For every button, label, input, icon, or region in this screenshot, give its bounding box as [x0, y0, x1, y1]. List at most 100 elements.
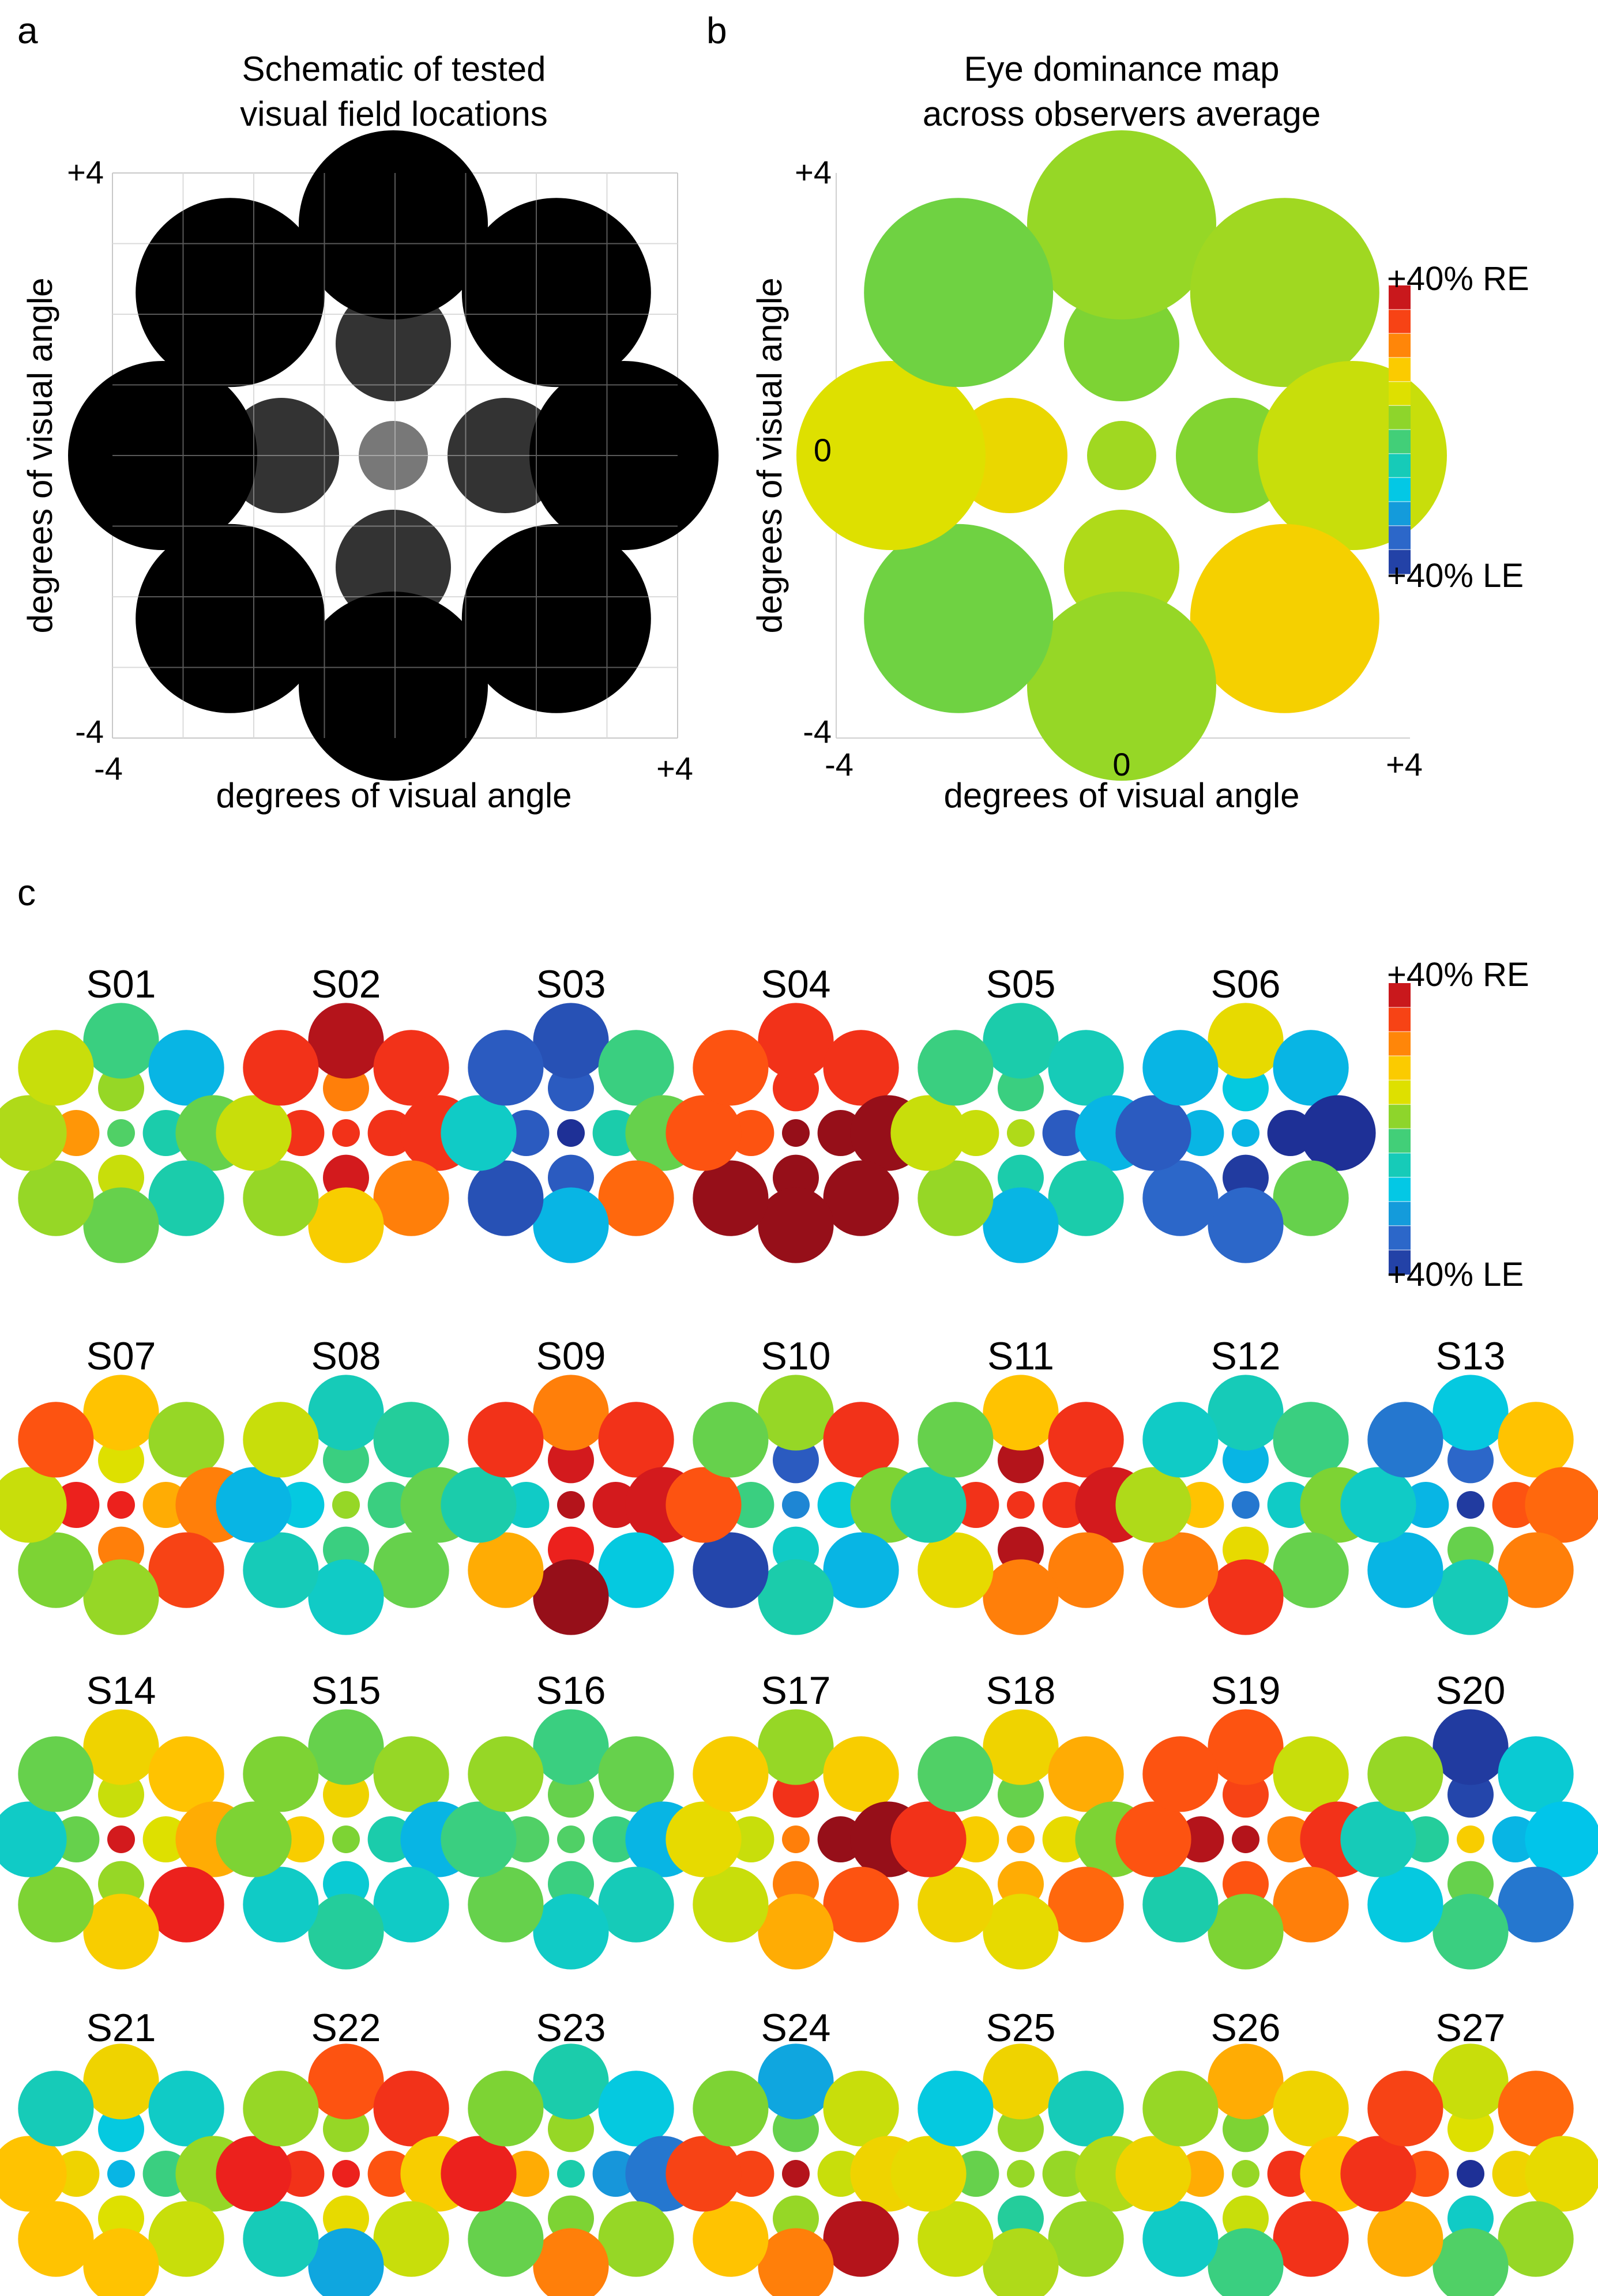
- s13-outer-top-right: [1498, 1402, 1574, 1478]
- s01-outer-top: [83, 1003, 159, 1079]
- panel-b-y-tick-min: -4: [803, 713, 832, 750]
- s22-outer-bottom: [308, 2228, 384, 2296]
- s16-outer-top: [533, 1709, 609, 1785]
- s21-outer-left: [0, 2136, 67, 2212]
- average-outer-top: [1027, 130, 1216, 319]
- s01-outer-bottom-right: [148, 1160, 224, 1236]
- s27-outer-bottom: [1432, 2228, 1509, 2296]
- subject-label: S15: [311, 1669, 381, 1712]
- s22-outer-left: [216, 2136, 292, 2212]
- s19-center: [1232, 1825, 1259, 1853]
- s17-outer-top: [758, 1709, 834, 1785]
- subject-map-S10: S10: [665, 1334, 926, 1635]
- s18-outer-top-right: [1048, 1736, 1124, 1812]
- colorbar-segment: [1389, 502, 1411, 526]
- schematic-outer-bottom: [299, 592, 488, 781]
- s14-outer-bottom: [83, 1894, 159, 1970]
- subject-map-S05: S05: [890, 962, 1151, 1263]
- s06-outer-top-right: [1273, 1030, 1349, 1106]
- panel-b-average-map: [796, 130, 1447, 781]
- subject-label: S20: [1436, 1669, 1506, 1712]
- s26-outer-left: [1115, 2136, 1191, 2212]
- s10-outer-top-left: [693, 1402, 769, 1478]
- s13-outer-bottom: [1432, 1559, 1509, 1635]
- panel-b-x-axis-label: degrees of visual angle: [943, 776, 1299, 815]
- panel-b-x-tick-mid: 0: [1112, 746, 1130, 782]
- s18-outer-bottom-right: [1048, 1866, 1124, 1943]
- s21-outer-top-left: [18, 2071, 94, 2147]
- s23-outer-top: [533, 2043, 609, 2120]
- s18-outer-top: [983, 1709, 1059, 1785]
- s27-center: [1457, 2160, 1484, 2188]
- s26-outer-top-right: [1273, 2071, 1349, 2147]
- colorbar-segment: [1389, 333, 1411, 358]
- s24-outer-bottom-right: [823, 2201, 899, 2277]
- colorbar-segment: [1389, 1177, 1411, 1202]
- s21-outer-top-right: [148, 2071, 224, 2147]
- colorbar-segment: [1389, 1104, 1411, 1130]
- subject-map-S25: S25: [890, 2006, 1151, 2296]
- s05-outer-top: [983, 1003, 1059, 1079]
- s08-outer-top-right: [373, 1402, 449, 1478]
- s08-outer-top: [308, 1375, 384, 1451]
- s09-outer-top-left: [468, 1402, 544, 1478]
- s25-outer-bottom-left: [918, 2201, 994, 2277]
- s12-outer-bottom-left: [1142, 1532, 1219, 1608]
- s16-outer-bottom: [533, 1894, 609, 1970]
- panel-a-title-line1: Schematic of tested: [242, 50, 546, 88]
- s07-outer-bottom-right: [148, 1532, 224, 1608]
- s20-outer-bottom: [1432, 1894, 1509, 1970]
- s19-outer-top: [1208, 1709, 1284, 1785]
- subject-label: S14: [87, 1669, 156, 1712]
- s05-outer-bottom-right: [1048, 1160, 1124, 1236]
- s08-outer-bottom: [308, 1559, 384, 1635]
- subject-label: S22: [311, 2006, 381, 2050]
- s06-outer-top: [1208, 1003, 1284, 1079]
- s03-outer-bottom: [533, 1187, 609, 1263]
- s14-center: [107, 1825, 135, 1853]
- subject-label: S08: [311, 1334, 381, 1378]
- s02-outer-left: [216, 1095, 292, 1171]
- s10-outer-bottom-left: [693, 1532, 769, 1608]
- s08-center: [332, 1491, 360, 1519]
- s09-center: [557, 1491, 585, 1519]
- s18-outer-left: [890, 1801, 967, 1877]
- s16-outer-left: [441, 1801, 517, 1877]
- s27-outer-top-left: [1367, 2071, 1443, 2147]
- s26-outer-bottom-left: [1142, 2201, 1219, 2277]
- subject-maps: S01 S02 S03 S04 S05 S06 S07 S08 S09 S10 S11 S12 S13 S…: [0, 962, 1598, 2296]
- s13-outer-top: [1432, 1375, 1509, 1451]
- subject-map-S01: S01: [0, 962, 251, 1263]
- s13-outer-bottom-left: [1367, 1532, 1443, 1608]
- subject-map-S07: S07: [0, 1334, 251, 1635]
- s10-outer-bottom: [758, 1559, 834, 1635]
- panel-b-title-line2: across observers average: [923, 95, 1321, 133]
- panel-c-label: c: [17, 872, 36, 913]
- subject-label: S13: [1436, 1334, 1506, 1378]
- s02-outer-bottom: [308, 1187, 384, 1263]
- s19-outer-bottom: [1208, 1894, 1284, 1970]
- panel-b-x-tick-min: -4: [825, 746, 853, 782]
- s03-center: [557, 1119, 585, 1147]
- s07-outer-top: [83, 1375, 159, 1451]
- s15-outer-left: [216, 1801, 292, 1877]
- s24-outer-left: [665, 2136, 742, 2212]
- s04-outer-bottom: [758, 1187, 834, 1263]
- s07-outer-top-left: [18, 1402, 94, 1478]
- colorbar-segment: [1389, 430, 1411, 454]
- subject-map-S22: S22: [216, 2006, 476, 2296]
- s19-outer-bottom-left: [1142, 1866, 1219, 1943]
- average-outer-bottom-right: [1190, 524, 1379, 713]
- colorbar-segment: [1389, 525, 1411, 550]
- s09-outer-bottom-left: [468, 1532, 544, 1608]
- s27-outer-bottom-right: [1498, 2201, 1574, 2277]
- s08-outer-top-left: [243, 1402, 319, 1478]
- s25-outer-left: [890, 2136, 967, 2212]
- s23-outer-left: [441, 2136, 517, 2212]
- s14-outer-top-right: [148, 1736, 224, 1812]
- s03-outer-bottom-right: [598, 1160, 674, 1236]
- s17-outer-left: [665, 1801, 742, 1877]
- s12-outer-top-right: [1273, 1402, 1349, 1478]
- subject-map-S09: S09: [441, 1334, 701, 1635]
- subject-label: S21: [87, 2006, 156, 2050]
